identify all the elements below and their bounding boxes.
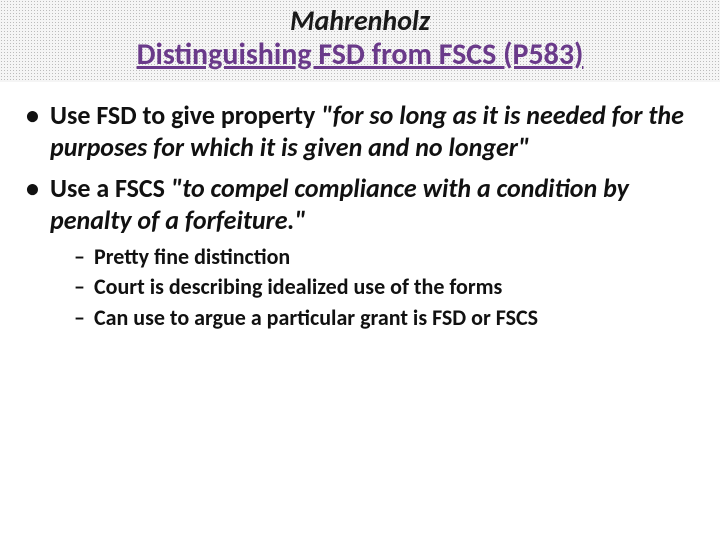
title-line-2: Distinguishing FSD from FSCS (P583) (0, 37, 720, 73)
bullet-item: Use a FSCS "to compel compliance with a … (24, 173, 696, 332)
slide: Mahrenholz Distinguishing FSD from FSCS … (0, 0, 720, 540)
title-block: Mahrenholz Distinguishing FSD from FSCS … (0, 0, 720, 73)
bullet-text-pre: Use a FSCS (50, 172, 171, 204)
sub-bullet-item: Can use to argue a particular grant is F… (74, 304, 696, 333)
bullet-item: Use FSD to give property "for so long as… (24, 100, 696, 163)
sub-bullet-item: Pretty fine distinction (74, 243, 696, 272)
bullet-text-pre: Use FSD to give property (50, 99, 321, 131)
sub-bullet-item: Court is describing idealized use of the… (74, 273, 696, 302)
title-band: Mahrenholz Distinguishing FSD from FSCS … (0, 0, 720, 82)
sub-bullet-list: Pretty fine distinction Court is describ… (50, 243, 696, 333)
bullet-list: Use FSD to give property "for so long as… (24, 100, 696, 333)
content-area: Use FSD to give property "for so long as… (0, 82, 720, 333)
title-line-1: Mahrenholz (0, 6, 720, 37)
